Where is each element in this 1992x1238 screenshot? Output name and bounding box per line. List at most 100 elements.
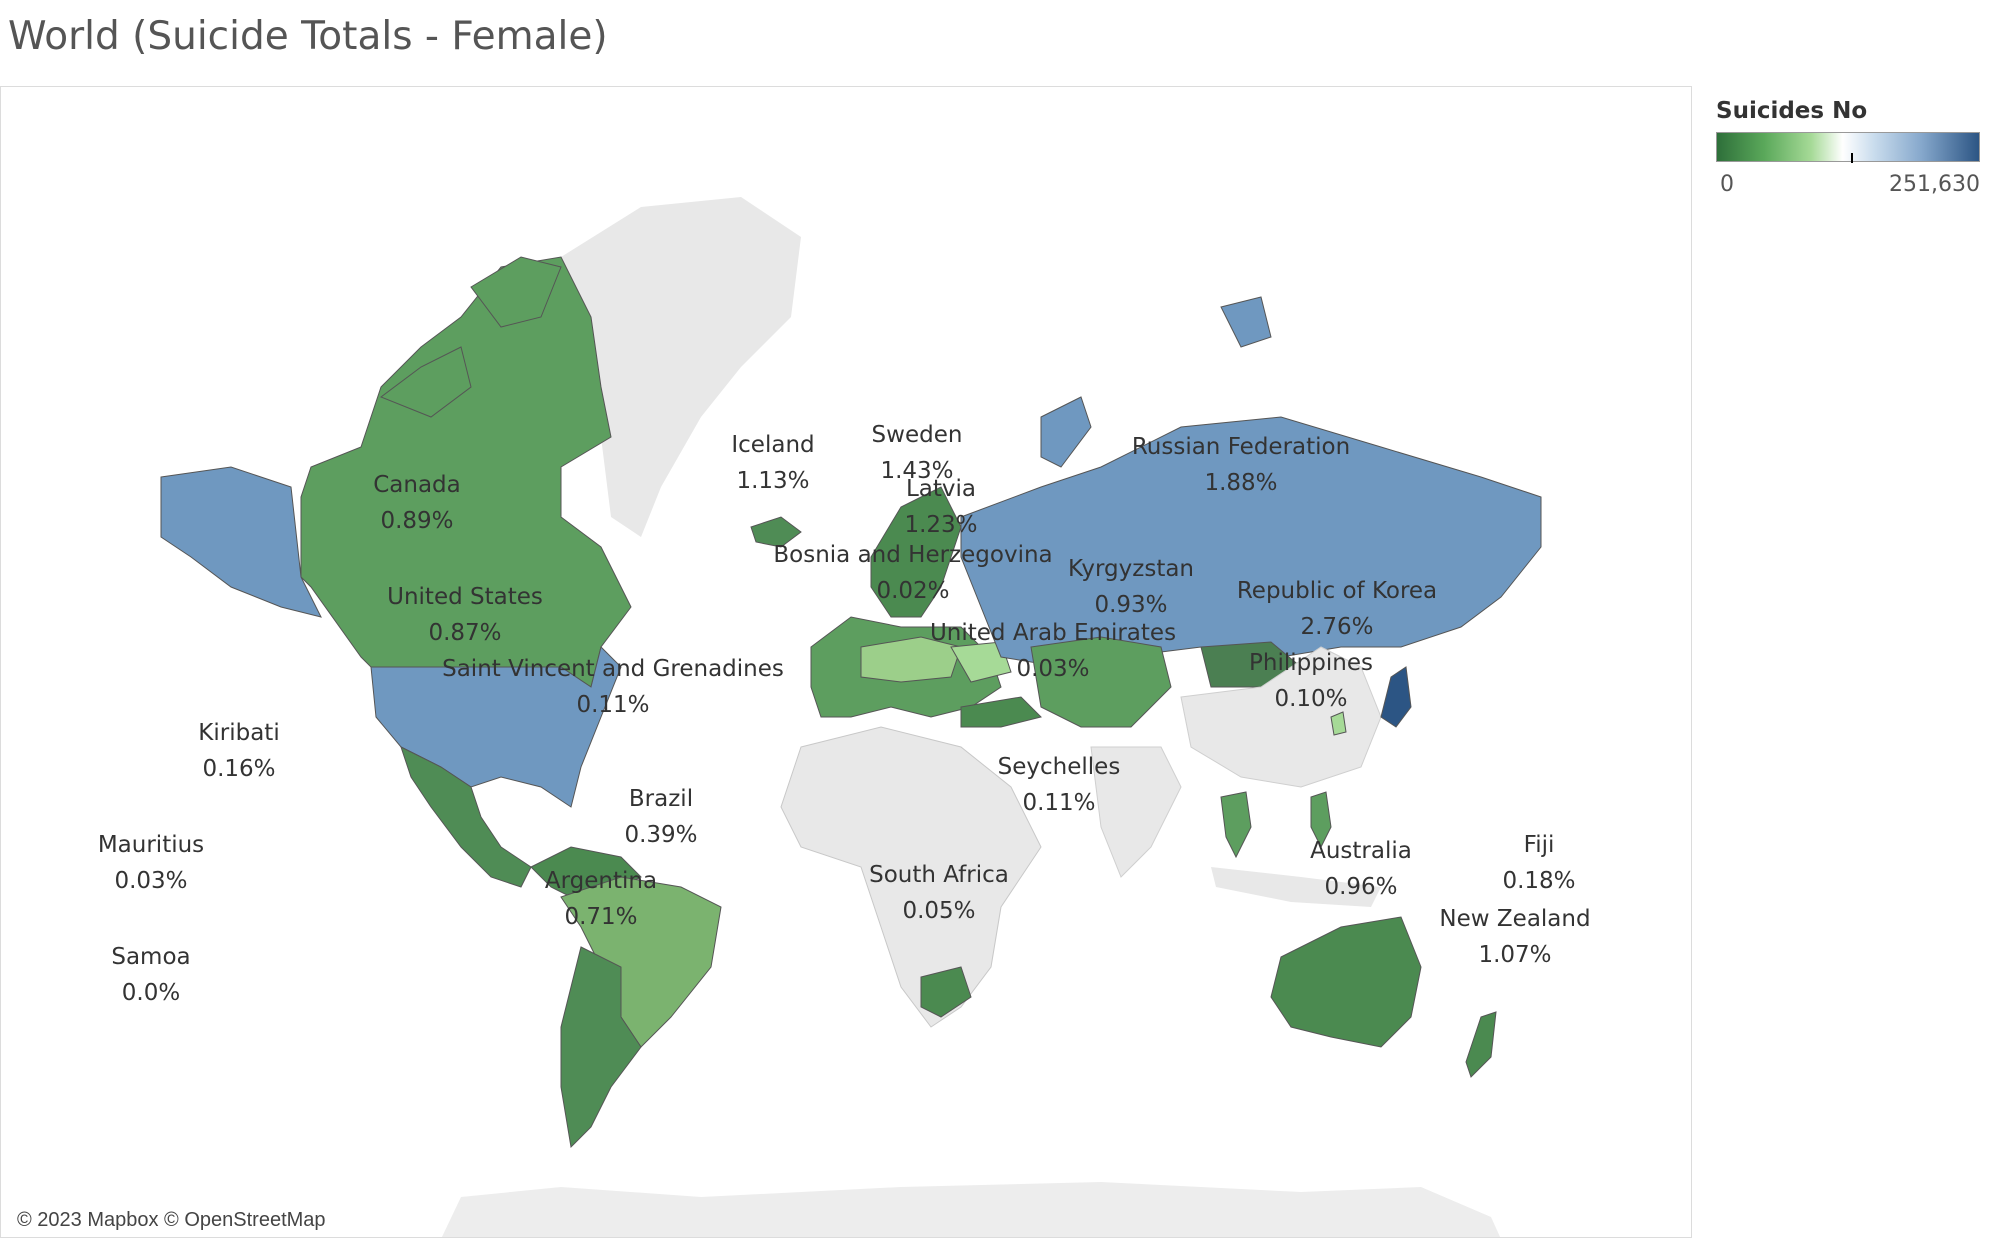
country-pct: 1.23%: [904, 512, 978, 538]
russia-arctic-islands: [1040, 296, 1272, 468]
country-pct: 0.0%: [121, 980, 181, 1006]
country-south-africa[interactable]: [920, 966, 972, 1018]
world-map[interactable]: [1, 87, 1692, 1238]
country-usa-alaska[interactable]: [160, 466, 322, 618]
country-pct: 1.07%: [1478, 942, 1552, 968]
country-philippines[interactable]: [1310, 791, 1332, 849]
country-pct: 0.18%: [1502, 868, 1576, 894]
label-bosnia-and-herzegovina[interactable]: Bosnia and Herzegovina 0.02%: [773, 537, 1052, 609]
label-iceland[interactable]: Iceland 1.13%: [731, 427, 814, 499]
country-name: Iceland: [731, 432, 815, 458]
country-name: Russian Federation: [1131, 434, 1351, 460]
country-mexico[interactable]: [400, 746, 532, 888]
country-name: United States: [387, 584, 543, 610]
country-pct: 0.87%: [428, 620, 502, 646]
color-legend: Suicides No 0 251,630: [1716, 98, 1992, 197]
map-title: World (Suicide Totals - Female): [8, 14, 608, 59]
country-name: South Africa: [869, 862, 1009, 888]
country-pct: 0.11%: [1022, 790, 1096, 816]
country-name: Samoa: [111, 944, 191, 970]
country-pct: 0.03%: [114, 868, 188, 894]
country-name: Republic of Korea: [1236, 578, 1438, 604]
country-name: Bosnia and Herzegovina: [773, 542, 1053, 568]
label-republic-of-korea[interactable]: Republic of Korea 2.76%: [1237, 573, 1437, 645]
country-pct: 0.10%: [1274, 686, 1348, 712]
greenland-shape: [561, 197, 801, 537]
country-pct: 0.71%: [564, 904, 638, 930]
country-sweden-norway-finland[interactable]: [870, 486, 962, 618]
legend-max-label: 251,630: [1889, 172, 1980, 197]
country-pct: 0.03%: [1016, 656, 1090, 682]
country-name: Brazil: [628, 786, 694, 812]
country-name: Sweden: [871, 422, 963, 448]
country-russian-federation[interactable]: [960, 416, 1542, 668]
label-south-africa[interactable]: South Africa 0.05%: [869, 857, 1009, 929]
map-attribution[interactable]: © 2023 Mapbox © OpenStreetMap: [9, 1206, 334, 1235]
country-name: Latvia: [905, 476, 977, 502]
country-pct: 1.43%: [880, 458, 954, 484]
label-fiji[interactable]: Fiji 0.18%: [1502, 827, 1575, 899]
country-ukraine[interactable]: [950, 641, 1012, 683]
country-thailand[interactable]: [1220, 791, 1252, 859]
label-philippines[interactable]: Philippines 0.10%: [1249, 645, 1373, 717]
label-argentina[interactable]: Argentina 0.71%: [545, 863, 657, 935]
country-name: Fiji: [1523, 832, 1555, 858]
country-pct: 1.88%: [1204, 470, 1278, 496]
legend-title: Suicides No: [1716, 98, 1868, 124]
legend-gradient-bar: [1716, 132, 1980, 163]
label-seychelles[interactable]: Seychelles 0.11%: [998, 749, 1121, 821]
country-pct: 0.89%: [380, 508, 454, 534]
label-samoa[interactable]: Samoa 0.0%: [111, 939, 190, 1011]
country-name: New Zealand: [1439, 906, 1591, 932]
country-kazakhstan-kyrgyzstan[interactable]: [1030, 636, 1172, 728]
country-name: Kiribati: [198, 720, 280, 746]
country-republic-of-korea[interactable]: [1330, 711, 1347, 736]
country-name: Kyrgyzstan: [1067, 556, 1195, 582]
label-united-arab-emirates[interactable]: United Arab Emirates 0.03%: [930, 615, 1176, 687]
country-name: Seychelles: [997, 754, 1121, 780]
label-kyrgyzstan[interactable]: Kyrgyzstan 0.93%: [1068, 551, 1194, 623]
country-pct: 0.93%: [1094, 592, 1168, 618]
country-name: Saint Vincent and Grenadines: [442, 656, 784, 682]
country-pct: 0.39%: [624, 822, 698, 848]
country-name: Mauritius: [97, 832, 205, 858]
label-brazil[interactable]: Brazil 0.39%: [624, 781, 697, 853]
label-russian-federation[interactable]: Russian Federation 1.88%: [1132, 429, 1350, 501]
country-name: United Arab Emirates: [929, 620, 1177, 646]
legend-min-label: 0: [1720, 172, 1734, 197]
label-kiribati[interactable]: Kiribati 0.16%: [198, 715, 279, 787]
country-name: Canada: [373, 472, 461, 498]
country-canada[interactable]: [300, 256, 632, 688]
country-pct: 2.76%: [1300, 614, 1374, 640]
continent-africa: [780, 726, 1042, 1028]
country-australia[interactable]: [1270, 916, 1422, 1048]
label-united-states[interactable]: United States 0.87%: [387, 579, 543, 651]
legend-center-tick: [1851, 153, 1853, 163]
country-pct: 1.13%: [736, 468, 810, 494]
label-saint-vincent-and-grenadines[interactable]: Saint Vincent and Grenadines 0.11%: [442, 651, 784, 723]
label-sweden[interactable]: Sweden 1.43%: [872, 417, 963, 489]
country-germany-poland[interactable]: [860, 636, 962, 683]
country-china: [1180, 646, 1382, 788]
country-name: Australia: [1310, 838, 1412, 864]
country-turkey[interactable]: [960, 696, 1042, 728]
country-pct: 0.02%: [876, 578, 950, 604]
map-view[interactable]: Canada 0.89% United States 0.87% Iceland…: [0, 86, 1692, 1238]
country-name: Philippines: [1249, 650, 1373, 676]
country-name: Argentina: [544, 868, 658, 894]
canada-arctic-islands: [379, 256, 562, 418]
country-new-zealand[interactable]: [1465, 1011, 1497, 1078]
country-iceland[interactable]: [750, 516, 802, 548]
country-pct: 0.96%: [1324, 874, 1398, 900]
country-india: [1090, 746, 1182, 878]
country-pct: 0.11%: [576, 692, 650, 718]
country-argentina[interactable]: [560, 946, 642, 1149]
label-latvia[interactable]: Latvia 1.23%: [904, 471, 977, 543]
label-australia[interactable]: Australia 0.96%: [1310, 833, 1412, 905]
country-japan[interactable]: [1380, 666, 1412, 728]
label-new-zealand[interactable]: New Zealand 1.07%: [1439, 901, 1590, 973]
label-canada[interactable]: Canada 0.89%: [373, 467, 461, 539]
country-pct: 0.16%: [202, 756, 276, 782]
label-mauritius[interactable]: Mauritius 0.03%: [98, 827, 204, 899]
country-pct: 0.05%: [902, 898, 976, 924]
